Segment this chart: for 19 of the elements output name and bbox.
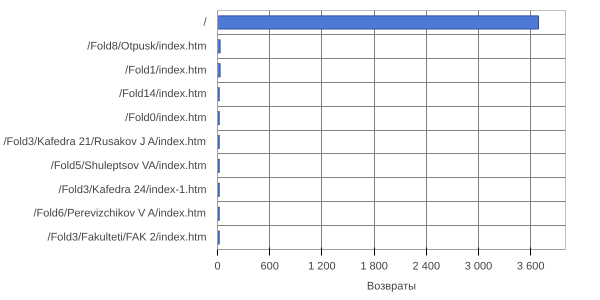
- y-tick-label: /Fold1/index.htm: [125, 64, 207, 76]
- y-tick-label: /Fold6/Perevizchikov V A/index.htm: [33, 208, 206, 220]
- x-tick-label: 0: [214, 260, 221, 272]
- y-tick-label: /Fold3/Fakulteti/FAK 2/index.htm: [48, 232, 207, 244]
- y-tick-label: /Fold3/Kafedra 24/index-1.htm: [58, 184, 207, 196]
- y-tick-label: /Fold0/index.htm: [125, 112, 207, 124]
- y-tick-label: /Fold3/Kafedra 21/Rusakov J A/index.htm: [4, 136, 206, 148]
- x-tick-label: 600: [260, 260, 279, 272]
- x-tick-label: 3 000: [464, 260, 492, 272]
- y-tick-label: /Fold8/Otpusk/index.htm: [87, 40, 207, 52]
- bar: [218, 15, 540, 30]
- y-tick-label: /Fold5/Shuleptsov VA/index.htm: [50, 160, 207, 172]
- x-tick-label: 1 800: [360, 260, 388, 272]
- y-tick-label: /Fold14/index.htm: [119, 88, 206, 100]
- x-axis-title: Возвраты: [366, 280, 416, 292]
- x-tick-label: 2 400: [412, 260, 440, 272]
- y-tick-label: /: [203, 16, 208, 28]
- x-tick-label: 1 200: [308, 260, 336, 272]
- x-tick-label: 3 600: [516, 260, 544, 272]
